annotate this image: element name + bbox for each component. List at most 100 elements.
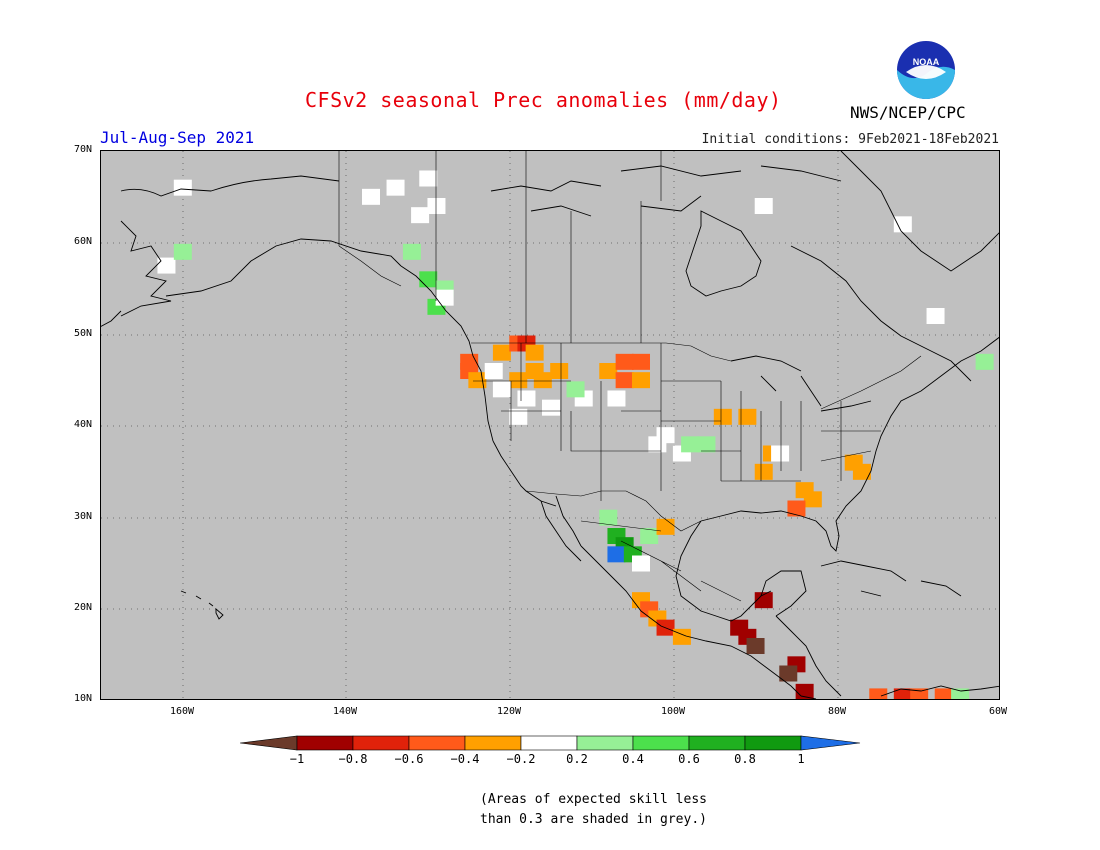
political-borders [338, 151, 922, 602]
colorbar-swatch [688, 735, 746, 751]
colorbar-tick: −0.4 [450, 752, 480, 766]
colorbar-swatch [296, 735, 354, 751]
anomaly-cell [566, 381, 585, 398]
anomaly-cell [484, 363, 503, 379]
anomaly-cell [951, 688, 970, 699]
lon-label-100w: 100W [660, 706, 686, 717]
colorbar-swatch [744, 735, 802, 751]
anomaly-cell [746, 638, 765, 654]
lon-label-60w: 60W [988, 706, 1008, 717]
anomaly-cell [509, 408, 528, 425]
colorbar-tick: 1 [797, 752, 805, 766]
lat-label-60n: 60N [74, 236, 93, 247]
colorbar-swatch [464, 735, 522, 751]
anomaly-cell [754, 592, 773, 609]
lon-label-160w: 160W [169, 706, 195, 717]
anomaly-cell [754, 198, 773, 214]
anomaly-cell [893, 216, 912, 233]
anomaly-cell [435, 289, 454, 306]
colorbar-swatch [408, 735, 466, 751]
lat-label-10n: 10N [74, 693, 93, 704]
anomaly-cell [795, 683, 814, 699]
anomaly-cell [640, 528, 659, 544]
colorbar-swatch [800, 735, 861, 751]
map-svg [101, 151, 999, 699]
skill-note-line2: than 0.3 are shaded in grey.) [480, 812, 707, 827]
chart-title: CFSv2 seasonal Prec anomalies (mm/day) [305, 88, 782, 112]
anomaly-cell [681, 436, 700, 453]
anomaly-cell [713, 408, 732, 425]
anomaly-cell [362, 188, 380, 205]
lon-label-120w: 120W [496, 706, 522, 717]
anomaly-cell [542, 399, 560, 416]
anomaly-cell [787, 500, 806, 517]
anomaly-cell [893, 688, 912, 699]
colorbar-swatch [576, 735, 634, 751]
colorbar-tick: −1 [289, 752, 305, 766]
anomaly-cell [648, 436, 667, 453]
anomaly-cell [157, 257, 176, 274]
agency-label: NWS/NCEP/CPC [850, 103, 966, 122]
anomaly-cell [517, 390, 536, 407]
anomaly-cell [632, 555, 650, 572]
anomaly-cell [607, 390, 626, 407]
colorbar-tick: −0.2 [506, 752, 536, 766]
colorbar-tick: −0.8 [338, 752, 368, 766]
anomaly-cell [419, 271, 438, 288]
map-panel [100, 150, 1000, 700]
season-label: Jul-Aug-Sep 2021 [100, 128, 255, 147]
anomaly-cell [771, 445, 790, 462]
anomaly-cell [632, 372, 650, 389]
colorbar-tick: 0.4 [622, 752, 644, 766]
initial-conditions-label: Initial conditions: 9Feb2021-18Feb2021 [701, 132, 999, 147]
anomaly-cell [975, 353, 994, 370]
anomaly-cell [926, 308, 945, 324]
colorbar-tick: −0.6 [394, 752, 424, 766]
colorbar-swatch [240, 735, 298, 751]
lat-label-40n: 40N [74, 419, 93, 430]
lat-label-50n: 50N [74, 328, 93, 339]
anomaly-cell [427, 198, 446, 214]
anomaly-cell [852, 463, 871, 480]
graticule [101, 151, 999, 699]
anomaly-cells [157, 170, 994, 699]
colorbar-swatch [632, 735, 690, 751]
anomaly-cell [492, 381, 511, 398]
anomaly-cell [419, 170, 438, 187]
anomaly-cell [599, 363, 618, 379]
anomaly-cell [533, 372, 552, 389]
anomaly-cell [411, 207, 430, 224]
anomaly-cell [615, 353, 634, 370]
anomaly-cell [656, 518, 675, 535]
anomaly-cell [754, 463, 773, 480]
anomaly-cell [934, 688, 953, 699]
anomaly-cell [550, 363, 569, 379]
lat-label-20n: 20N [74, 602, 93, 613]
lon-label-140w: 140W [332, 706, 358, 717]
anomaly-cell [607, 546, 626, 563]
anomaly-cell [173, 179, 192, 196]
anomaly-cell [910, 688, 929, 699]
noaa-logo: NOAA [896, 40, 956, 100]
anomaly-cell [492, 344, 511, 361]
anomaly-cell [173, 243, 192, 260]
lat-label-70n: 70N [74, 144, 93, 155]
anomaly-cell [632, 353, 650, 370]
colorbar-tick: 0.8 [734, 752, 756, 766]
colorbar [240, 735, 861, 751]
colorbar-tick: 0.2 [566, 752, 588, 766]
anomaly-cell [869, 688, 888, 699]
skill-note-line1: (Areas of expected skill less [480, 792, 707, 807]
anomaly-cell [738, 408, 757, 425]
lat-label-30n: 30N [74, 511, 93, 522]
colorbar-swatch [352, 735, 410, 751]
anomaly-cell [615, 372, 634, 389]
coastlines [101, 151, 999, 699]
anomaly-cell [599, 509, 618, 526]
anomaly-cell [697, 436, 716, 453]
anomaly-cell [402, 243, 421, 260]
anomaly-cell [386, 179, 405, 196]
logo-text: NOAA [913, 57, 940, 67]
colorbar-swatch [520, 735, 578, 751]
anomaly-cell [779, 665, 798, 682]
